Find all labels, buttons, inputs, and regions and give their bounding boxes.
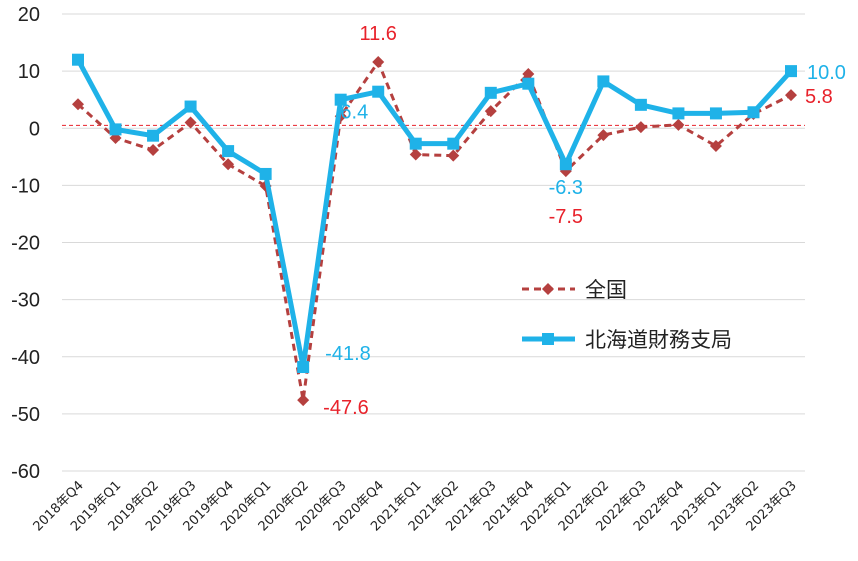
- y-tick-label: 20: [18, 4, 40, 26]
- x-axis: 2018年Q42019年Q12019年Q22019年Q32019年Q42020年…: [31, 478, 800, 534]
- gridlines: [62, 13, 805, 472]
- data-label: 10.0: [807, 62, 846, 84]
- series-point: [709, 107, 722, 120]
- series-point: [559, 158, 572, 171]
- series-point: [747, 106, 760, 119]
- data-label: -47.6: [323, 397, 369, 419]
- series-point: [409, 137, 422, 150]
- series-point: [785, 89, 797, 102]
- data-label: 5.8: [805, 86, 833, 108]
- data-label: -41.8: [325, 343, 371, 365]
- y-axis: 20 10 0 -10 -20 -30 -40 -50 -60: [11, 4, 40, 483]
- series-point: [147, 143, 160, 156]
- series-point: [259, 167, 272, 180]
- y-tick-label: -60: [11, 461, 40, 483]
- plot-area: [72, 53, 797, 407]
- series-point: [634, 98, 647, 111]
- series-point: [72, 98, 84, 111]
- series-point: [785, 65, 797, 78]
- series-point: [297, 394, 310, 407]
- series-point: [72, 53, 84, 66]
- series-point: [334, 93, 347, 106]
- y-tick-label: -10: [11, 175, 40, 197]
- legend-marker: [542, 333, 554, 345]
- legend-marker: [542, 283, 554, 295]
- series-point: [372, 85, 385, 98]
- data-label: 6.4: [340, 102, 368, 124]
- data-labels: -47.6 11.6 -7.5 5.8 -41.8 6.4 -6.3 10.0: [323, 23, 846, 419]
- series-point: [447, 137, 460, 150]
- series-point: [372, 55, 385, 68]
- series-point: [447, 149, 460, 162]
- series-point: [597, 75, 610, 88]
- y-tick-label: -20: [11, 233, 40, 255]
- legend-label: 北海道財務支局: [585, 328, 732, 352]
- series-line-1: [75, 58, 793, 370]
- data-label: 11.6: [359, 23, 396, 45]
- series-point: [184, 100, 197, 113]
- series-point: [222, 145, 235, 158]
- series-point: [109, 123, 122, 136]
- y-tick-label: -30: [11, 290, 40, 312]
- series-point: [522, 77, 535, 90]
- series-point: [634, 121, 647, 134]
- y-tick-label: 10: [18, 61, 40, 83]
- series-line-0: [76, 60, 792, 402]
- series-point: [484, 86, 497, 99]
- y-tick-label: 0: [29, 118, 40, 140]
- series-point: [522, 67, 535, 80]
- data-label: -6.3: [549, 177, 583, 199]
- data-label: -7.5: [549, 206, 583, 228]
- y-tick-label: -40: [11, 347, 40, 369]
- series-point: [184, 116, 197, 129]
- series-point: [409, 148, 422, 161]
- y-tick-label: -50: [11, 404, 40, 426]
- series-point: [672, 118, 685, 131]
- series-point: [484, 105, 497, 118]
- legend-label: 全国: [585, 278, 627, 302]
- series-point: [222, 158, 235, 171]
- series-point: [147, 129, 160, 142]
- series-point: [709, 139, 722, 152]
- series-point: [297, 361, 310, 374]
- series-point: [597, 129, 610, 142]
- series-point: [672, 107, 685, 120]
